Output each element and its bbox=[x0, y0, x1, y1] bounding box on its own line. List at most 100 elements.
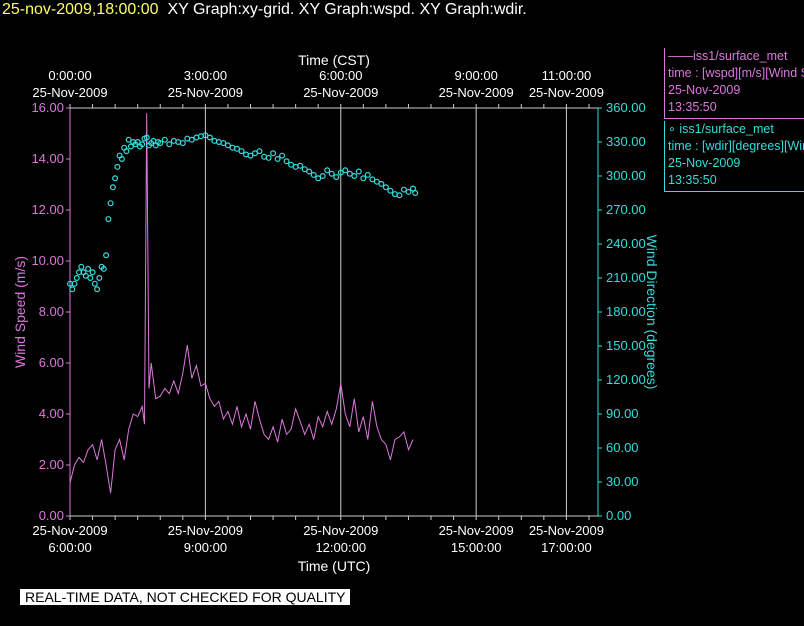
left-tick-label: 4.00 bbox=[39, 406, 64, 421]
data-point bbox=[355, 168, 362, 175]
data-point bbox=[319, 173, 326, 180]
top-tick-time: 11:00:00 bbox=[542, 68, 592, 83]
title-timestamp: 25-nov-2009,18:00:00 bbox=[2, 1, 159, 18]
data-point bbox=[360, 175, 367, 182]
left-tick-label: 6.00 bbox=[39, 355, 64, 370]
right-tick-label: 60.00 bbox=[606, 440, 639, 455]
data-point bbox=[301, 166, 308, 173]
bottom-tick-time: 15:00:00 bbox=[451, 540, 502, 555]
data-point bbox=[378, 180, 385, 187]
data-point bbox=[112, 175, 119, 182]
title-graphs: XY Graph:xy-grid. XY Graph:wspd. XY Grap… bbox=[167, 1, 527, 18]
top-tick-date: 25-Nov-2009 bbox=[303, 85, 378, 100]
top-tick-time: 6:00:00 bbox=[319, 68, 362, 83]
data-point bbox=[288, 161, 295, 168]
bottom-tick-time: 9:00:00 bbox=[184, 540, 227, 555]
y-axis-label-left: Wind Speed (m/s) bbox=[12, 256, 28, 368]
data-point bbox=[234, 145, 241, 152]
data-point bbox=[328, 170, 335, 177]
data-point bbox=[127, 143, 134, 150]
data-point bbox=[220, 140, 227, 147]
top-tick-time: 9:00:00 bbox=[454, 68, 497, 83]
data-point bbox=[252, 150, 259, 157]
left-tick-label: 10.00 bbox=[31, 253, 64, 268]
x-axis-label-top: Time (CST) bbox=[298, 52, 370, 68]
right-tick-label: 150.00 bbox=[606, 338, 646, 353]
data-point bbox=[387, 187, 394, 194]
legend-series-time: 13:35:50 bbox=[668, 100, 717, 114]
data-point bbox=[103, 252, 110, 259]
series-wind-speed-line bbox=[69, 113, 414, 494]
data-point bbox=[238, 148, 245, 155]
data-point bbox=[85, 265, 92, 272]
bottom-tick-date: 25-Nov-2009 bbox=[32, 523, 107, 538]
data-point bbox=[139, 141, 146, 148]
right-tick-label: 30.00 bbox=[606, 474, 639, 489]
data-point bbox=[206, 134, 213, 141]
data-point bbox=[333, 174, 340, 181]
right-tick-label: 0.00 bbox=[606, 508, 631, 523]
legend-series-time: 13:35:50 bbox=[668, 173, 717, 187]
data-point bbox=[71, 280, 78, 287]
data-point bbox=[396, 192, 403, 199]
data-point bbox=[118, 156, 125, 163]
right-tick-label: 240.00 bbox=[606, 236, 646, 251]
legend-point-marker: ∘ bbox=[668, 122, 676, 136]
data-point bbox=[324, 167, 331, 174]
data-point bbox=[369, 176, 376, 183]
legend-series-date: 25-Nov-2009 bbox=[668, 156, 741, 170]
bottom-tick-date: 25-Nov-2009 bbox=[303, 523, 378, 538]
top-tick-date: 25-Nov-2009 bbox=[439, 85, 514, 100]
top-tick-time: 0:00:00 bbox=[48, 68, 91, 83]
left-tick-label: 16.00 bbox=[31, 100, 64, 115]
data-point bbox=[224, 142, 231, 149]
bottom-tick-date: 25-Nov-2009 bbox=[529, 523, 604, 538]
top-tick-date: 25-Nov-2009 bbox=[529, 85, 604, 100]
data-point bbox=[105, 216, 112, 223]
right-tick-label: 210.00 bbox=[606, 270, 646, 285]
bottom-tick-time: 17:00:00 bbox=[541, 540, 592, 555]
right-tick-label: 270.00 bbox=[606, 202, 646, 217]
data-point bbox=[134, 139, 141, 146]
data-point bbox=[161, 136, 168, 143]
data-point bbox=[188, 136, 195, 143]
data-point bbox=[346, 170, 353, 177]
right-tick-label: 360.00 bbox=[606, 100, 646, 115]
data-point bbox=[412, 190, 419, 197]
legend-series-name: iss1/surface_met bbox=[693, 49, 788, 63]
legend-series-name: iss1/surface_met bbox=[679, 122, 774, 136]
legend-wind-speed: ——iss1/surface_met time : [wspd][m/s][Wi… bbox=[664, 48, 804, 119]
data-point bbox=[382, 184, 389, 191]
data-point bbox=[405, 188, 412, 195]
bottom-tick-time: 12:00:00 bbox=[315, 540, 366, 555]
data-point bbox=[337, 169, 344, 176]
data-point bbox=[306, 168, 313, 175]
data-point bbox=[69, 286, 76, 293]
right-tick-label: 90.00 bbox=[606, 406, 639, 421]
data-point bbox=[283, 158, 290, 165]
left-tick-label: 0.00 bbox=[39, 508, 64, 523]
data-point bbox=[87, 275, 94, 282]
bottom-tick-date: 25-Nov-2009 bbox=[168, 523, 243, 538]
legend-wind-direction: ∘ iss1/surface_met time : [wdir][degrees… bbox=[664, 121, 804, 192]
data-point bbox=[125, 136, 132, 143]
data-point bbox=[96, 275, 103, 282]
x-axis-label-bottom: Time (UTC) bbox=[298, 558, 371, 574]
left-tick-label: 2.00 bbox=[39, 457, 64, 472]
data-point bbox=[256, 148, 263, 155]
bottom-tick-time: 6:00:00 bbox=[48, 540, 91, 555]
top-tick-date: 25-Nov-2009 bbox=[168, 85, 243, 100]
data-point bbox=[123, 148, 130, 155]
data-point bbox=[109, 184, 116, 191]
data-point bbox=[82, 272, 89, 279]
data-point bbox=[373, 178, 380, 185]
right-tick-label: 180.00 bbox=[606, 304, 646, 319]
left-tick-label: 12.00 bbox=[31, 202, 64, 217]
quality-warning: REAL-TIME DATA, NOT CHECKED FOR QUALITY bbox=[20, 589, 351, 605]
series-wind-direction-points bbox=[66, 132, 419, 293]
right-tick-label: 330.00 bbox=[606, 134, 646, 149]
data-point bbox=[78, 263, 85, 270]
data-point bbox=[114, 163, 121, 170]
top-tick-date: 25-Nov-2009 bbox=[32, 85, 107, 100]
